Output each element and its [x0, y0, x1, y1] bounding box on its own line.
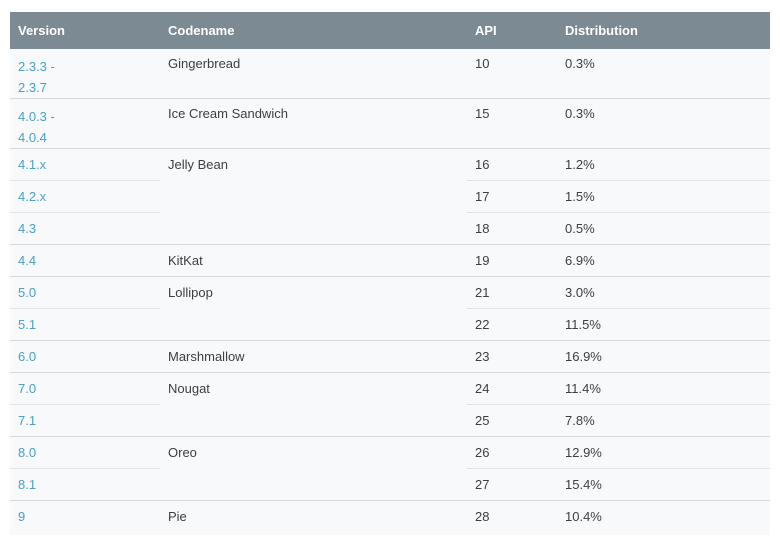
- header-row: Version Codename API Distribution: [10, 12, 770, 49]
- api-cell: 10: [475, 56, 490, 71]
- version-cell: 6.0: [10, 340, 160, 373]
- version-link[interactable]: 6.0: [18, 349, 37, 364]
- api-cell: 24: [467, 372, 557, 405]
- version-link[interactable]: 7.1: [18, 413, 37, 428]
- distribution-cell: 0.3%: [565, 56, 595, 71]
- table-row: 2.3.3 - 2.3.7 Gingerbread 10 0.3%: [10, 49, 770, 99]
- api-cell: 21: [467, 276, 557, 309]
- distribution-cell: 11.5%: [557, 308, 770, 341]
- codename-cell: KitKat: [160, 244, 467, 277]
- table-row: 5.1 22 11.5%: [10, 308, 770, 341]
- version-link[interactable]: 4.4: [18, 253, 37, 268]
- table-row: 7.1 25 7.8%: [10, 404, 770, 437]
- version-cell: 8.0: [10, 436, 160, 469]
- distribution-cell: 7.8%: [557, 404, 770, 437]
- api-cell: 18: [467, 212, 557, 245]
- version-link[interactable]: 5.1: [18, 317, 37, 332]
- version-cell: 9: [10, 500, 160, 535]
- distribution-cell: 12.9%: [557, 436, 770, 469]
- table-row: 4.3 18 0.5%: [10, 212, 770, 245]
- codename-cell: Nougat: [160, 372, 467, 437]
- table-row: 4.2.x 17 1.5%: [10, 180, 770, 213]
- version-link[interactable]: 4.2.x: [18, 189, 47, 204]
- version-cell: 4.2.x: [10, 180, 160, 213]
- distribution-cell: 11.4%: [557, 372, 770, 405]
- version-cell: 4.0.3 - 4.0.4: [10, 98, 160, 149]
- table-row: 8.0 Oreo 26 12.9%: [10, 436, 770, 501]
- api-cell: 17: [467, 180, 557, 213]
- table-row: 4.0.3 - 4.0.4 Ice Cream Sandwich 15 0.3%: [10, 98, 770, 149]
- column-header-distribution: Distribution: [557, 12, 770, 49]
- codename-cell: Jelly Bean: [160, 148, 467, 245]
- version-link[interactable]: 4.0.3 - 4.0.4: [18, 109, 55, 145]
- version-cell: 5.0: [10, 276, 160, 309]
- codename-cell: Oreo: [160, 436, 467, 501]
- version-cell: 2.3.3 - 2.3.7: [10, 49, 160, 99]
- version-cell: 4.4: [10, 244, 160, 277]
- distribution-cell: 6.9%: [557, 244, 770, 277]
- distribution-cell: 0.3%: [557, 98, 770, 149]
- codename-cell: Lollipop: [160, 276, 467, 341]
- api-cell: 27: [467, 468, 557, 501]
- android-distribution-table: Version Codename API Distribution 2.3.3 …: [10, 12, 770, 535]
- version-cell: 4.1.x: [10, 148, 160, 181]
- version-link[interactable]: 8.1: [18, 477, 37, 492]
- version-link[interactable]: 4.1.x: [18, 157, 47, 172]
- table-row: 4.4 KitKat 19 6.9%: [10, 244, 770, 277]
- api-cell: 25: [467, 404, 557, 437]
- version-link[interactable]: 4.3: [18, 221, 37, 236]
- version-cell: 4.3: [10, 212, 160, 245]
- codename-cell: Marshmallow: [160, 340, 467, 373]
- api-cell: 26: [467, 436, 557, 469]
- version-cell: 7.1: [10, 404, 160, 437]
- table-row: 7.0 Nougat 24 11.4%: [10, 372, 770, 437]
- distribution-cell: 15.4%: [557, 468, 770, 501]
- api-cell: 22: [467, 308, 557, 341]
- column-header-version: Version: [10, 12, 160, 49]
- version-link[interactable]: 9: [18, 509, 26, 524]
- distribution-cell: 16.9%: [557, 340, 770, 373]
- table-row: 9 Pie 28 10.4%: [10, 500, 770, 535]
- version-cell: 7.0: [10, 372, 160, 405]
- api-cell: 28: [467, 500, 557, 535]
- table-row: 8.1 27 15.4%: [10, 468, 770, 501]
- distribution-cell: 3.0%: [557, 276, 770, 309]
- table-row: 5.0 Lollipop 21 3.0%: [10, 276, 770, 341]
- version-link[interactable]: 7.0: [18, 381, 37, 396]
- api-cell: 23: [467, 340, 557, 373]
- distribution-cell: 0.5%: [557, 212, 770, 245]
- column-header-codename: Codename: [160, 12, 467, 49]
- codename-cell: Gingerbread: [168, 56, 241, 71]
- api-cell: 19: [467, 244, 557, 277]
- table-header: Version Codename API Distribution: [10, 12, 770, 49]
- table-row: 6.0 Marshmallow 23 16.9%: [10, 340, 770, 373]
- version-cell: 8.1: [10, 468, 160, 501]
- codename-cell: Ice Cream Sandwich: [160, 98, 467, 149]
- distribution-cell: 1.5%: [557, 180, 770, 213]
- version-link[interactable]: 5.0: [18, 285, 37, 300]
- version-link[interactable]: 8.0: [18, 445, 37, 460]
- table-row: 4.1.x Jelly Bean 16 1.2%: [10, 148, 770, 245]
- distribution-cell: 1.2%: [557, 148, 770, 181]
- version-link[interactable]: 2.3.3 - 2.3.7: [18, 59, 55, 95]
- version-cell: 5.1: [10, 308, 160, 341]
- api-cell: 16: [467, 148, 557, 181]
- table-body: 2.3.3 - 2.3.7 Gingerbread 10 0.3% 4.0.3 - 4.…: [10, 49, 770, 535]
- distribution-cell: 10.4%: [557, 500, 770, 535]
- api-cell: 15: [467, 98, 557, 149]
- column-header-api: API: [467, 12, 557, 49]
- codename-cell: Pie: [160, 500, 467, 535]
